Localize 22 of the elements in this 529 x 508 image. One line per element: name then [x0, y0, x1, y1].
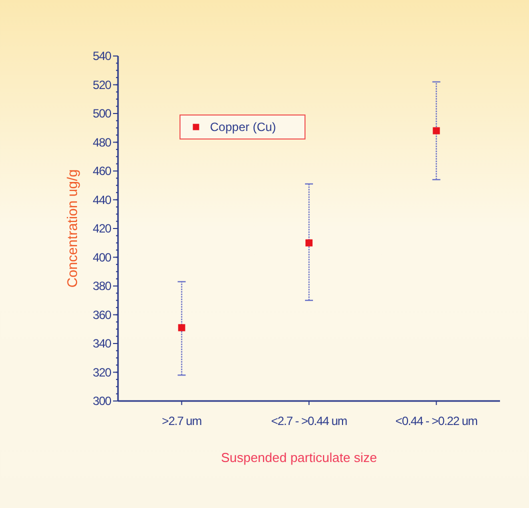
y-tick-label: 520: [92, 78, 112, 92]
legend-label: Copper (Cu): [210, 120, 276, 134]
y-tick-label: 300: [92, 394, 112, 408]
point: [178, 324, 186, 332]
x-tick-label: <2.7 - >0.44 um: [271, 414, 348, 428]
x-axis-title: Suspended particulate size: [220, 450, 378, 465]
y-tick-label: 540: [92, 49, 112, 64]
y-tick-label: 480: [92, 135, 112, 150]
point: [305, 239, 313, 246]
x-tick-label: <0.44 - >0.22 um: [395, 414, 478, 428]
y-tick-label: 340: [92, 336, 112, 351]
x-tick-label: >2.7 um: [162, 414, 202, 428]
point: [432, 127, 440, 134]
y-tick-label: 460: [92, 164, 112, 178]
y-axis-title: Concentration ug/g: [64, 169, 80, 288]
y-tick-label: 320: [92, 365, 112, 380]
y-tick-label: 400: [92, 250, 112, 264]
y-tick-label: 500: [92, 106, 112, 121]
y-tick-label: 440: [92, 192, 112, 207]
y-tick-label: 380: [92, 279, 112, 294]
y-tick-label: 360: [92, 308, 112, 322]
y-tick-label: 420: [92, 222, 112, 236]
